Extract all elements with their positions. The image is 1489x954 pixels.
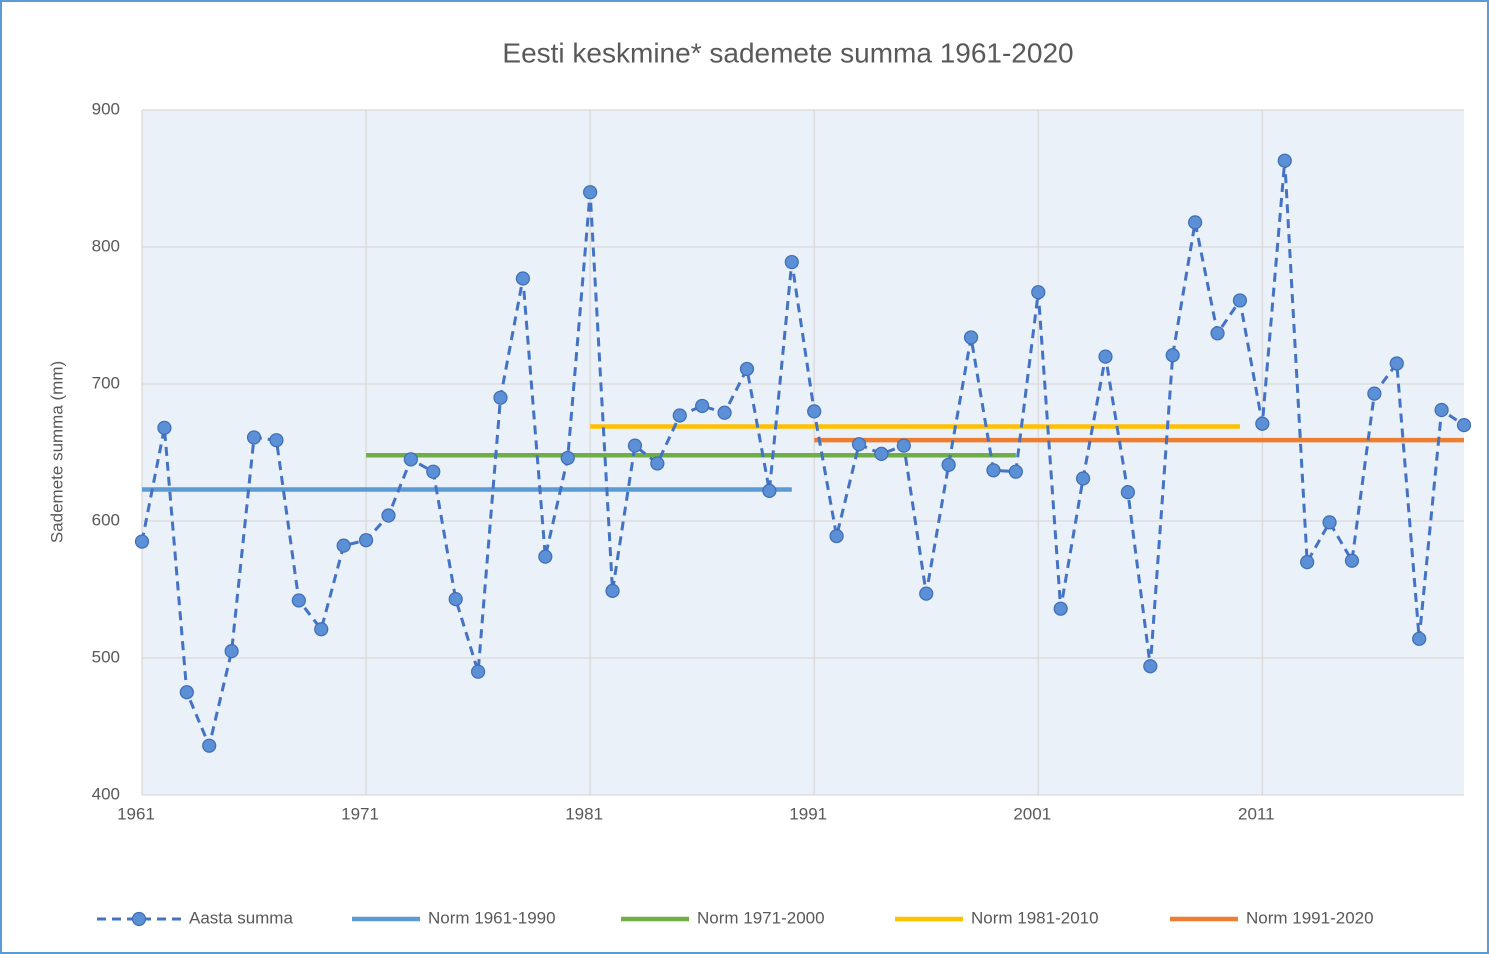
- chart-title: Eesti keskmine* sademete summa 1961-2020: [502, 37, 1073, 68]
- data-point: [493, 390, 508, 405]
- x-tick-label: 1961: [117, 804, 155, 823]
- y-tick-label: 900: [92, 99, 120, 118]
- data-point: [1143, 659, 1158, 674]
- data-point: [134, 534, 150, 549]
- data-point: [246, 430, 262, 445]
- data-point: [851, 437, 867, 452]
- data-point: [1367, 386, 1382, 401]
- legend-label: Aasta summa: [189, 908, 293, 927]
- data-point: [1098, 349, 1113, 364]
- data-point: [650, 456, 665, 471]
- data-point: [515, 271, 531, 286]
- data-point: [1277, 153, 1292, 168]
- data-point: [986, 463, 1001, 478]
- data-point: [1389, 356, 1404, 371]
- y-tick-label: 800: [92, 236, 120, 255]
- data-point: [1412, 631, 1427, 646]
- data-point: [1255, 416, 1270, 431]
- data-point: [1053, 601, 1068, 616]
- data-point: [448, 591, 463, 607]
- data-point: [202, 738, 217, 753]
- data-point: [874, 446, 889, 461]
- data-point: [784, 254, 799, 270]
- x-tick-label: 1971: [341, 804, 379, 823]
- data-point: [1031, 285, 1046, 300]
- data-point: [919, 586, 934, 601]
- data-point: [1322, 515, 1337, 530]
- data-point: [358, 533, 374, 548]
- x-tick-label: 1981: [565, 804, 603, 823]
- data-point: [695, 398, 710, 414]
- x-tick-label: 2011: [1238, 804, 1275, 823]
- data-point: [1120, 485, 1135, 500]
- data-point: [1434, 402, 1449, 418]
- data-point: [1188, 215, 1203, 230]
- data-point: [1075, 471, 1091, 486]
- data-point: [403, 452, 418, 467]
- data-point: [1344, 553, 1360, 568]
- data-point: [426, 464, 441, 479]
- data-point: [157, 420, 172, 435]
- data-point: [471, 664, 486, 679]
- legend-marker: [131, 911, 147, 927]
- data-point: [717, 405, 732, 420]
- data-point: [381, 508, 396, 523]
- y-tick-label: 400: [92, 784, 120, 803]
- data-point: [314, 622, 329, 637]
- data-point: [627, 438, 643, 453]
- data-point: [896, 438, 911, 453]
- data-point: [269, 433, 284, 448]
- x-tick-label: 2001: [1013, 804, 1051, 823]
- data-point: [1210, 326, 1225, 341]
- data-point: [605, 583, 620, 598]
- data-point: [1008, 464, 1023, 479]
- legend-label: Norm 1971-2000: [697, 908, 825, 927]
- data-point: [762, 483, 777, 498]
- data-point: [739, 361, 755, 377]
- series-line: [140, 160, 1465, 751]
- data-point: [1456, 418, 1472, 433]
- data-point: [672, 408, 687, 423]
- data-point: [560, 450, 575, 466]
- data-point: [538, 549, 553, 564]
- data-point: [963, 330, 979, 345]
- data-point: [1300, 554, 1315, 570]
- plot-area: [142, 110, 1464, 795]
- data-point: [941, 457, 956, 472]
- data-point: [336, 538, 351, 553]
- legend-label: Norm 1991-2020: [1246, 908, 1374, 927]
- data-point: [1165, 348, 1180, 363]
- legend-label: Norm 1961-1990: [428, 908, 556, 927]
- legend-label: Norm 1981-2010: [971, 908, 1099, 927]
- data-point: [807, 404, 822, 419]
- x-tick-label: 1991: [789, 804, 827, 823]
- y-tick-label: 600: [92, 510, 120, 529]
- y-axis-label: Sademete summa (mm): [47, 361, 66, 543]
- data-point: [179, 685, 194, 700]
- y-tick-label: 500: [92, 647, 120, 666]
- data-point: [583, 185, 598, 200]
- data-point: [291, 593, 306, 608]
- data-point: [829, 528, 844, 544]
- data-point: [224, 644, 239, 659]
- data-point: [1232, 293, 1248, 308]
- y-tick-label: 700: [92, 373, 120, 392]
